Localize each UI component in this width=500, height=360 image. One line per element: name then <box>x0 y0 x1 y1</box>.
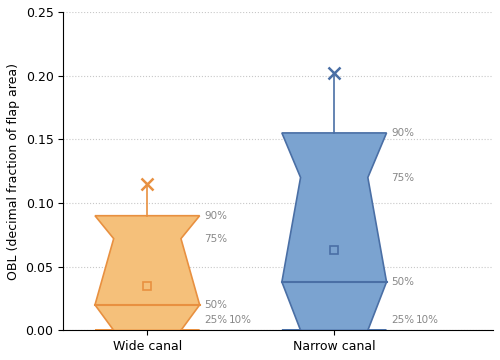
Polygon shape <box>282 133 387 330</box>
Text: 25%: 25% <box>391 315 414 325</box>
Text: 90%: 90% <box>391 128 414 138</box>
Text: 25%: 25% <box>204 315 228 325</box>
Y-axis label: OBL (decimal fraction of flap area): OBL (decimal fraction of flap area) <box>7 63 20 280</box>
Text: 10%: 10% <box>228 315 252 325</box>
Polygon shape <box>95 216 200 330</box>
Text: 75%: 75% <box>204 234 228 244</box>
Text: 50%: 50% <box>204 300 228 310</box>
Text: 90%: 90% <box>204 211 228 221</box>
Text: 10%: 10% <box>416 315 438 325</box>
Text: 75%: 75% <box>391 172 414 183</box>
Text: 50%: 50% <box>391 277 414 287</box>
